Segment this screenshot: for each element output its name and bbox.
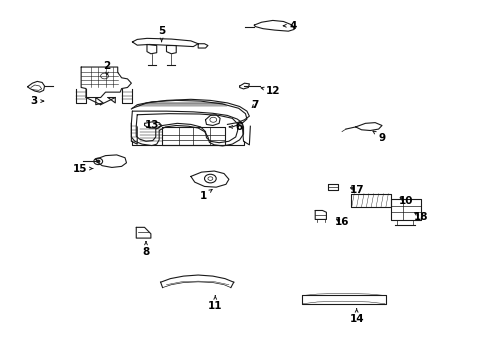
Text: 4: 4 bbox=[283, 21, 296, 31]
Text: 12: 12 bbox=[261, 86, 280, 96]
Text: 10: 10 bbox=[398, 196, 413, 206]
Text: 5: 5 bbox=[158, 26, 165, 42]
Text: 17: 17 bbox=[348, 185, 363, 195]
Text: 11: 11 bbox=[207, 296, 222, 311]
Text: 3: 3 bbox=[30, 96, 43, 106]
Text: 16: 16 bbox=[334, 217, 348, 227]
Text: 14: 14 bbox=[348, 309, 363, 324]
Text: 8: 8 bbox=[142, 242, 149, 257]
Text: 7: 7 bbox=[251, 100, 258, 110]
Text: 6: 6 bbox=[229, 122, 242, 132]
Text: 18: 18 bbox=[413, 212, 427, 221]
Text: 13: 13 bbox=[144, 121, 162, 130]
Text: 9: 9 bbox=[372, 131, 385, 143]
Text: 1: 1 bbox=[199, 189, 212, 201]
Text: 15: 15 bbox=[72, 163, 92, 174]
Circle shape bbox=[97, 160, 100, 162]
Text: 2: 2 bbox=[103, 61, 110, 75]
